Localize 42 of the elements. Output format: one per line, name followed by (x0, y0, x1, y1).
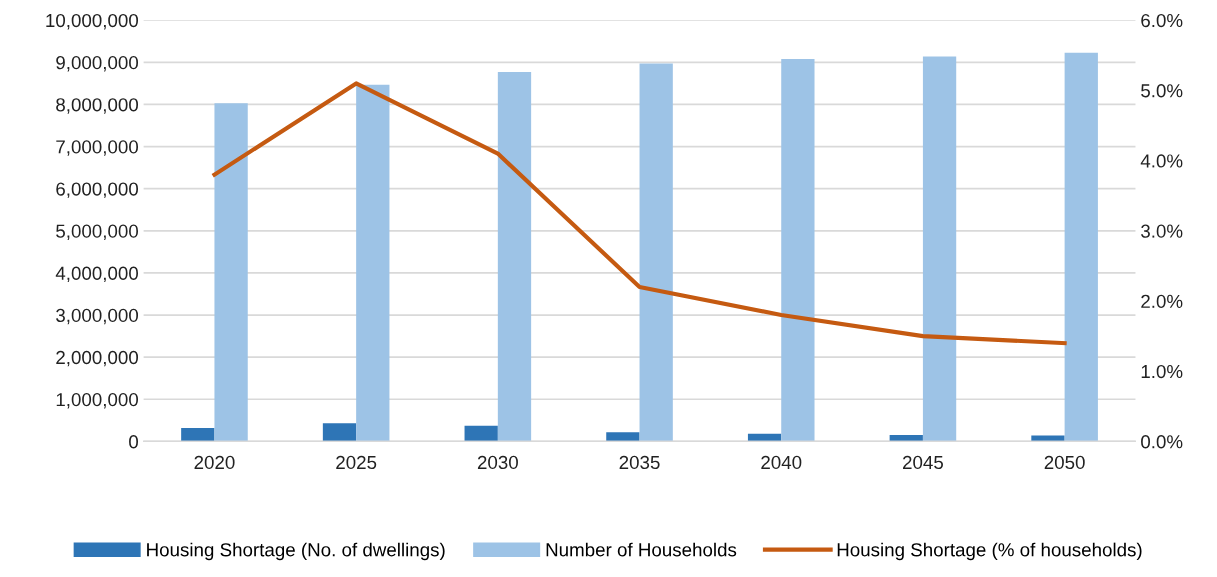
y-tick-label: 1,000,000 (56, 392, 139, 409)
x-tick-label: 2030 (477, 455, 518, 470)
y2-tick-label: 0.0% (1141, 435, 1183, 449)
y-tick-label: 10,000,000 (46, 13, 139, 30)
y-tick-label: 9,000,000 (56, 56, 139, 72)
x-tick-label: 2045 (903, 455, 943, 470)
y-tick-label: 3,000,000 (56, 308, 139, 325)
y-tick-label: 2,000,000 (56, 350, 139, 367)
y2-tick-label: 2.0% (1141, 294, 1183, 308)
bar (181, 427, 215, 442)
legend-label: Housing Shortage (No. of dwellings) (147, 542, 445, 561)
bar (606, 432, 640, 442)
bar (497, 72, 532, 442)
legend-label: Housing Shortage (% of households) (837, 542, 1142, 561)
y2-tick-label: 3.0% (1141, 224, 1183, 238)
y-tick-label: 0 (129, 435, 139, 449)
bar (214, 103, 248, 442)
bar (889, 435, 923, 442)
y2-tick-label: 5.0% (1141, 84, 1183, 98)
y-tick-label: 4,000,000 (55, 266, 139, 283)
y-tick-label: 6,000,000 (56, 182, 139, 198)
x-tick-label: 2035 (619, 455, 660, 470)
legend-label: Number of Households (546, 542, 737, 557)
x-tick-label: 2025 (336, 455, 377, 470)
bar (322, 423, 357, 442)
line-series (212, 81, 1067, 346)
bar (356, 84, 390, 442)
bar (639, 63, 673, 442)
x-tick-label: 2020 (194, 455, 235, 470)
y2-tick-label: 6.0% (1141, 13, 1183, 28)
bar (747, 433, 782, 442)
x-tick-label: 2050 (1044, 455, 1085, 470)
bar (1064, 52, 1098, 442)
y2-tick-label: 4.0% (1140, 154, 1183, 168)
bar (922, 56, 957, 442)
y2-tick-label: 1.0% (1141, 364, 1183, 379)
x-tick-label: 2040 (761, 455, 802, 470)
y-tick-label: 5,000,000 (56, 224, 139, 240)
bar (781, 58, 815, 442)
bar (464, 425, 498, 442)
y-tick-label: 8,000,000 (56, 98, 139, 114)
y-tick-label: 7,000,000 (56, 140, 139, 156)
